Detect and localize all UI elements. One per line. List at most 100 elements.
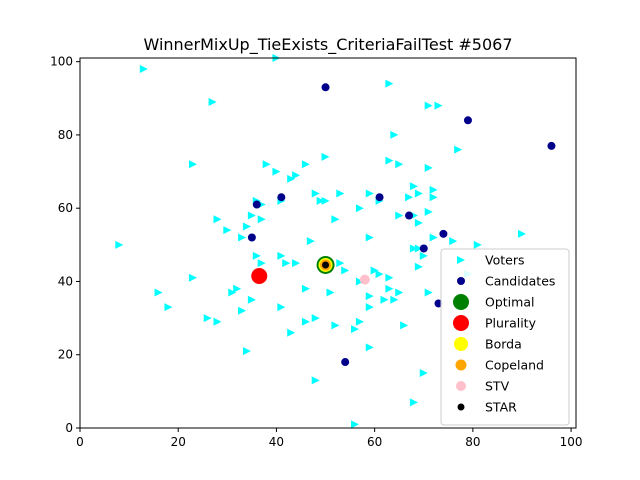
voters-point	[385, 273, 394, 282]
candidates-point	[341, 358, 350, 367]
legend-star-label: STAR	[485, 400, 517, 415]
candidates-point	[277, 193, 286, 202]
voters-point	[355, 277, 364, 286]
voters-point	[370, 266, 379, 275]
candidates-point	[375, 193, 384, 202]
y-tick-label: 80	[58, 128, 73, 142]
voters-point	[316, 196, 325, 205]
voters-point	[365, 189, 374, 198]
voters-point	[341, 266, 350, 275]
voters-point	[223, 226, 232, 235]
voters-point	[390, 295, 399, 304]
voters-point	[238, 233, 247, 242]
voters-point	[115, 240, 124, 249]
voters-point	[449, 237, 458, 246]
voters-point	[257, 259, 266, 268]
voters-point	[424, 163, 433, 172]
voters-point	[473, 240, 482, 249]
voters-point	[154, 288, 163, 297]
axes: 0 20 40 60 80 100 0 20 40 60 80 100	[50, 55, 582, 449]
legend-star-marker	[457, 403, 465, 411]
plurality-point	[251, 267, 268, 284]
voters-point	[164, 303, 173, 312]
voters-point	[321, 196, 330, 205]
x-tick-label: 20	[171, 435, 186, 449]
x-tick-label: 80	[465, 435, 480, 449]
legend-voters-marker	[457, 256, 465, 264]
legend-plurality-marker	[453, 315, 469, 331]
voters-point	[282, 259, 291, 268]
legend-optimal-label: Optimal	[485, 295, 534, 310]
y-tick-label: 100	[50, 55, 73, 69]
voters-point	[365, 292, 374, 301]
voters-point	[409, 398, 418, 407]
legend-stv-label: STV	[485, 379, 510, 394]
voters-point	[395, 211, 404, 220]
voters-point	[287, 174, 296, 183]
voters-point	[365, 233, 374, 242]
voters-point	[414, 244, 423, 253]
voters-point	[424, 207, 433, 216]
voters-point	[365, 303, 374, 312]
legend-stv-marker	[456, 381, 466, 391]
voters-point	[188, 273, 197, 282]
voters-point	[336, 189, 345, 198]
candidates-point	[434, 299, 443, 308]
voters-point	[395, 160, 404, 169]
voters-point	[272, 167, 281, 176]
voters-point	[405, 193, 414, 202]
voters-point	[434, 101, 443, 110]
star-point	[322, 261, 330, 269]
voters-point	[252, 251, 261, 260]
voters-point	[257, 215, 266, 224]
candidates-point	[405, 211, 414, 220]
voters-point	[419, 369, 428, 378]
voters-point	[287, 328, 296, 337]
y-tick-label: 0	[65, 421, 73, 435]
legend-candidates-label: Candidates	[485, 274, 555, 289]
voters-point	[311, 314, 320, 323]
voters-point	[242, 347, 251, 356]
candidates-point	[439, 229, 448, 238]
voters-point	[419, 251, 428, 260]
legend-candidates-marker	[457, 277, 465, 285]
voters-point	[238, 306, 247, 315]
voters-point	[139, 64, 148, 73]
voters-point	[385, 79, 394, 88]
voters-point	[355, 317, 364, 326]
voters-point	[385, 284, 394, 293]
voters-point	[306, 237, 315, 246]
stv-point	[359, 274, 370, 285]
voters-point	[242, 222, 251, 231]
voters-point	[233, 284, 242, 293]
voters-point	[262, 160, 271, 169]
voters-point	[203, 314, 212, 323]
voters-point	[292, 259, 301, 268]
voters-point	[208, 97, 217, 106]
voters-point	[311, 189, 320, 198]
legend-borda-label: Borda	[485, 337, 522, 352]
candidates-point	[547, 141, 556, 150]
y-tick-label: 60	[58, 201, 73, 215]
x-tick-label: 0	[76, 435, 84, 449]
voters-point	[301, 317, 310, 326]
voters-point	[321, 152, 330, 161]
voters-point	[429, 233, 438, 242]
voters-point	[277, 303, 286, 312]
voters-point	[301, 284, 310, 293]
voters-point	[292, 171, 301, 180]
voters-point	[228, 288, 237, 297]
data-marks	[115, 54, 556, 429]
voters-point	[331, 215, 340, 224]
voters-point	[414, 218, 423, 227]
chart-title: WinnerMixUp_TieExists_CriteriaFailTest #…	[143, 35, 512, 55]
legend-borda-marker	[454, 337, 468, 351]
voters-point	[301, 160, 310, 169]
voters-point	[247, 211, 256, 220]
voters-point	[213, 215, 222, 224]
candidates-point	[247, 233, 256, 242]
voters-point	[380, 295, 389, 304]
voters-point	[424, 101, 433, 110]
legend-voters-label: Voters	[485, 253, 524, 268]
